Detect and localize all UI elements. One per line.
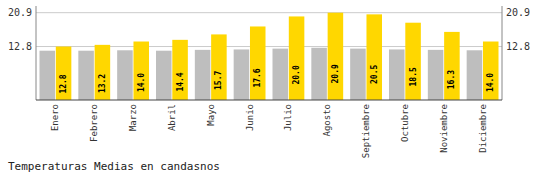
data-label: 17.6 — [253, 68, 262, 87]
bars — [39, 13, 498, 100]
bar — [78, 51, 94, 100]
grid-line — [36, 12, 502, 13]
bar — [389, 49, 405, 100]
y2-tick-label: 20.9 — [506, 7, 530, 18]
data-label: 12.8 — [59, 74, 68, 93]
data-label: 13.2 — [98, 74, 107, 93]
bar — [405, 23, 421, 100]
x-tick-label: Noviembre — [439, 104, 449, 153]
data-label: 16.3 — [447, 70, 456, 89]
bar — [350, 49, 366, 100]
y-tick-label: 12.8 — [8, 41, 32, 52]
y-tick-label: 20.9 — [8, 7, 32, 18]
bar — [311, 48, 327, 100]
data-label: 14.0 — [137, 73, 146, 92]
bar — [289, 16, 305, 100]
bar — [211, 34, 227, 100]
bar — [467, 50, 483, 100]
bar — [117, 50, 133, 100]
x-tick-label: Mayo — [206, 104, 216, 126]
bar — [56, 47, 72, 100]
data-label: 20.9 — [331, 64, 340, 83]
data-label: 20.5 — [370, 64, 379, 83]
data-labels: 12.8 13.2 14.0 14.4 15.7 17.6 20.0 20.9 20.5 18.5… — [59, 64, 495, 94]
x-tick-label: Febrero — [89, 104, 99, 142]
y2-tick-label: 12.8 — [506, 41, 530, 52]
x-axis-line — [36, 100, 502, 101]
bar — [444, 32, 460, 100]
x-tick-label: Marzo — [128, 104, 138, 131]
data-label: 14.0 — [486, 73, 495, 92]
bar — [172, 40, 188, 100]
bar — [133, 42, 149, 100]
data-label: 14.4 — [176, 72, 185, 91]
bar — [234, 49, 250, 100]
data-label: 18.5 — [409, 67, 418, 86]
data-label: 15.7 — [214, 71, 223, 90]
title: Temperaturas Medias en candasnos — [8, 160, 220, 173]
x-tick-label: Diciembre — [478, 104, 488, 153]
bar — [39, 51, 55, 100]
x-tick-label: Septiembre — [361, 104, 371, 158]
bar — [156, 51, 172, 100]
data-label: 20.0 — [292, 65, 301, 84]
bar — [195, 50, 211, 100]
y2-axis-line — [502, 6, 503, 100]
x-tick-label: Julio — [283, 104, 293, 131]
x-tick-label: Enero — [50, 104, 60, 131]
bar — [328, 13, 344, 100]
x-tick-label: Abril — [167, 104, 177, 131]
chart: 12.8 20.9 12.8 20.9 12.8 13.2 14.0 14.4 15.7 17.6… — [0, 0, 537, 174]
x-tick-label: Octubre — [400, 104, 410, 142]
bar — [428, 50, 444, 100]
x-tick-label: Junio — [245, 104, 255, 131]
bar — [272, 49, 288, 100]
y-axis-line — [36, 6, 37, 100]
bar — [366, 14, 382, 100]
bar — [250, 26, 266, 100]
bar — [483, 42, 499, 100]
bar — [95, 45, 111, 100]
x-tick-label: Agosto — [322, 104, 332, 137]
